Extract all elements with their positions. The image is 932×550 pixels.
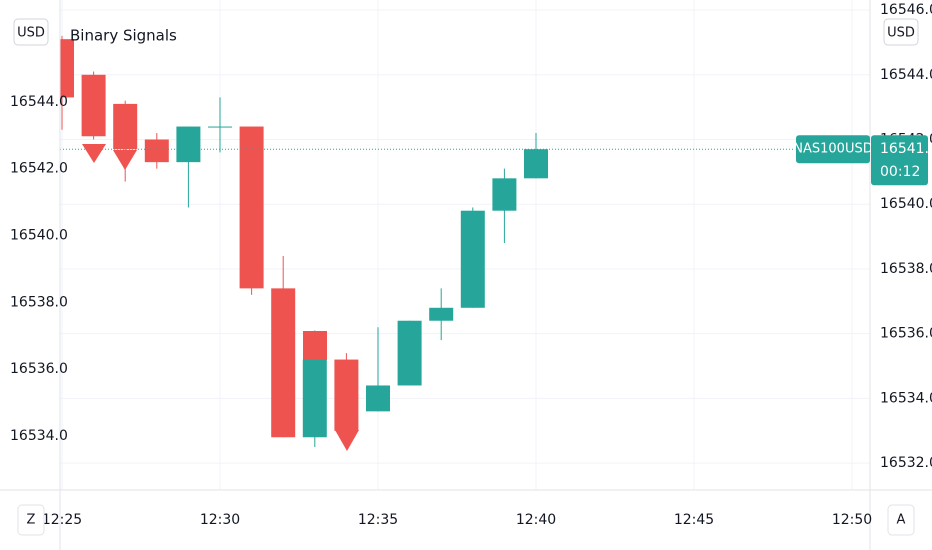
candles: [50, 35, 870, 447]
y2-tick-label: 16540.0: [10, 227, 68, 243]
right-axis-panel: [870, 0, 932, 550]
zoom-button[interactable]: [17, 504, 45, 536]
y2-tick-label: 16534.0: [10, 428, 68, 444]
symbol-label: NAS100USD: [793, 142, 872, 157]
y2-tick-label: 16542.0: [10, 161, 68, 177]
y-tick-label: 16534.0: [880, 390, 932, 406]
candle-body: [397, 320, 422, 386]
symbol-tag: [796, 135, 870, 164]
button-label[interactable]: Z: [27, 513, 36, 528]
signal-arrow: [113, 150, 137, 170]
x-tick-label: 12:30: [200, 512, 240, 528]
button-label[interactable]: A: [897, 513, 906, 528]
candle-body: [460, 210, 485, 308]
currency-button[interactable]: [883, 18, 919, 46]
signal-arrow: [335, 430, 359, 451]
candle-body: [208, 126, 232, 128]
y2-tick-label: 16536.0: [10, 361, 68, 377]
currency[interactable]: USD: [17, 26, 45, 41]
candle-body: [429, 307, 454, 321]
candle-body: [302, 359, 327, 438]
candle-body: [239, 126, 264, 289]
candle-body: [334, 359, 359, 431]
x-tick-label: 12:45: [674, 512, 714, 528]
auto-button[interactable]: [887, 504, 915, 536]
candle-body: [492, 178, 517, 211]
y2-tick-label: 16544.0: [10, 94, 68, 110]
last-price: 16541.7: [880, 141, 932, 157]
y-tick-label: 16538.0: [880, 261, 932, 277]
y-tick-label: 16536.0: [880, 326, 932, 342]
x-tick-label: 12:50: [832, 512, 872, 528]
indicator-title: Binary Signals: [70, 27, 177, 45]
y2-tick-label: 16538.0: [10, 294, 68, 310]
left-axis-panel: [0, 0, 60, 490]
x-tick-label: 12:25: [42, 512, 82, 528]
x-tick-label: 12:35: [358, 512, 398, 528]
signal-arrow: [82, 144, 106, 163]
countdown: 00:12: [880, 164, 920, 180]
y-tick-label: 16546.0: [880, 2, 932, 18]
candle-body: [524, 149, 548, 179]
time-axis-panel: [0, 490, 932, 550]
candle-body: [366, 385, 390, 412]
candle-body: [176, 126, 201, 163]
signal-box: [303, 331, 327, 360]
x-tick-label: 12:40: [516, 512, 556, 528]
candle-body: [144, 139, 169, 163]
candle-body: [271, 288, 296, 438]
y-tick-label: 16532.0: [880, 455, 932, 471]
candle-body: [81, 74, 106, 137]
price-tag: [871, 135, 928, 186]
axes: 16532.0 16534.0 16536.0 16538.0 16540.0 16542…: [10, 2, 932, 528]
y-tick-label: 16540.0: [880, 196, 932, 212]
currency-button[interactable]: [13, 18, 49, 46]
currency[interactable]: USD: [887, 26, 915, 41]
candle-body: [113, 103, 138, 150]
y-tick-label: 16544.0: [880, 67, 932, 83]
